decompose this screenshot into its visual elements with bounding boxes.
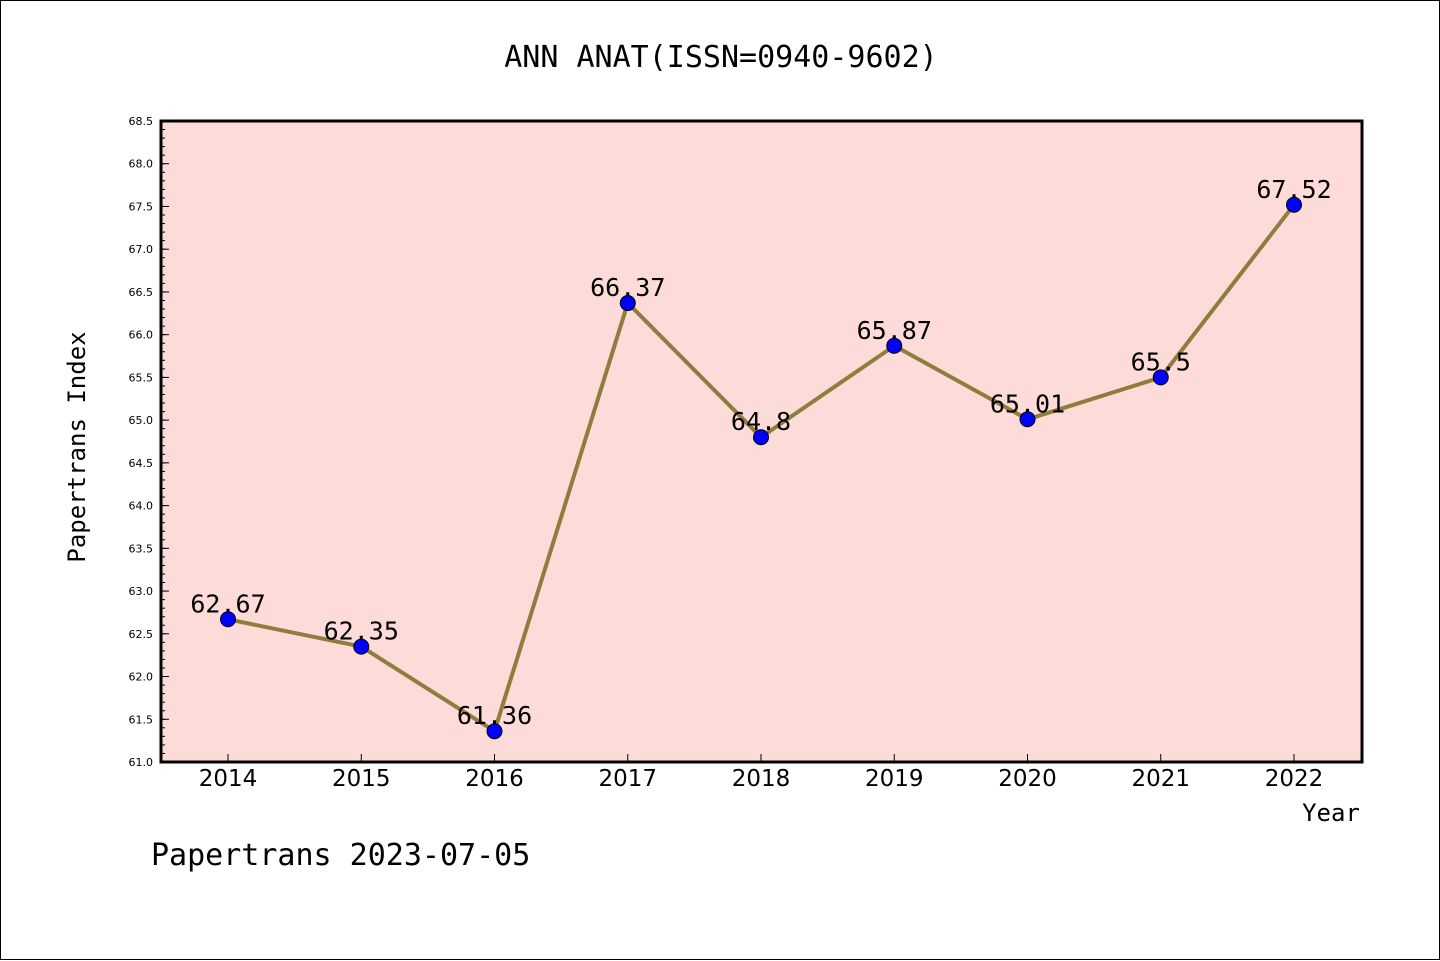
data-label: 65.01 bbox=[990, 389, 1065, 418]
y-tick-label: 66.5 bbox=[129, 286, 154, 299]
data-point bbox=[1019, 411, 1036, 428]
data-point bbox=[619, 295, 636, 312]
data-label: 65.87 bbox=[857, 316, 932, 345]
x-tick-label: 2022 bbox=[1265, 766, 1324, 792]
y-axis: 61.0 61.5 62.0 62.5 63.0 63.5 64.0 64.5 65.0 65.5… bbox=[129, 115, 169, 769]
data-label: 61.36 bbox=[457, 701, 532, 730]
x-tick-label: 2020 bbox=[998, 766, 1057, 792]
x-tick-label: 2016 bbox=[465, 766, 524, 792]
data-point bbox=[486, 723, 503, 740]
y-tick-label: 61.0 bbox=[129, 756, 154, 769]
footer-text: Papertrans 2023-07-05 bbox=[151, 838, 530, 873]
data-labels: 62.67 62.35 61.36 66.37 64.8 65.87 65.01 65.5 67… bbox=[190, 175, 1331, 730]
data-label: 67.52 bbox=[1256, 175, 1331, 204]
y-tick-label: 63.5 bbox=[129, 542, 154, 555]
y-tick-label: 64.5 bbox=[129, 457, 154, 470]
x-axis: 2014 2015 2016 2017 2018 2019 2020 2021 2022 bbox=[199, 754, 1324, 792]
x-tick-label: 2021 bbox=[1131, 766, 1190, 792]
x-tick-label: 2014 bbox=[199, 766, 258, 792]
x-axis-label: Year bbox=[1302, 799, 1360, 827]
y-tick-label: 67.0 bbox=[129, 243, 154, 256]
y-tick-label: 64.0 bbox=[129, 500, 154, 513]
chart-title: ANN ANAT(ISSN=0940-9602) bbox=[504, 40, 937, 75]
data-label: 66.37 bbox=[590, 273, 665, 302]
data-label: 62.35 bbox=[324, 617, 399, 646]
x-tick-label: 2019 bbox=[865, 766, 924, 792]
data-label: 62.67 bbox=[190, 589, 265, 618]
y-axis-label: Papertrans Index bbox=[63, 331, 91, 562]
data-label: 65.5 bbox=[1131, 347, 1191, 376]
y-tick-label: 67.5 bbox=[129, 200, 154, 213]
data-label: 64.8 bbox=[731, 407, 791, 436]
data-point bbox=[220, 611, 236, 628]
x-tick-label: 2018 bbox=[732, 766, 791, 792]
data-point bbox=[353, 638, 370, 655]
y-tick-label: 66.0 bbox=[129, 329, 154, 342]
data-point bbox=[1286, 196, 1302, 213]
y-tick-label: 63.0 bbox=[129, 585, 154, 598]
data-point bbox=[753, 429, 769, 446]
y-tick-label: 62.0 bbox=[129, 671, 154, 684]
y-tick-label: 62.5 bbox=[129, 628, 154, 641]
y-tick-label: 61.5 bbox=[129, 713, 154, 726]
series-line-group bbox=[220, 196, 1302, 740]
x-tick-label: 2015 bbox=[332, 766, 391, 792]
y-tick-label: 68.0 bbox=[129, 158, 154, 171]
x-tick-label: 2017 bbox=[598, 766, 657, 792]
data-point bbox=[1152, 369, 1169, 386]
data-point bbox=[886, 337, 903, 354]
y-tick-label: 65.5 bbox=[129, 371, 154, 384]
y-tick-label: 65.0 bbox=[129, 414, 154, 427]
y-tick-label: 68.5 bbox=[129, 115, 154, 128]
